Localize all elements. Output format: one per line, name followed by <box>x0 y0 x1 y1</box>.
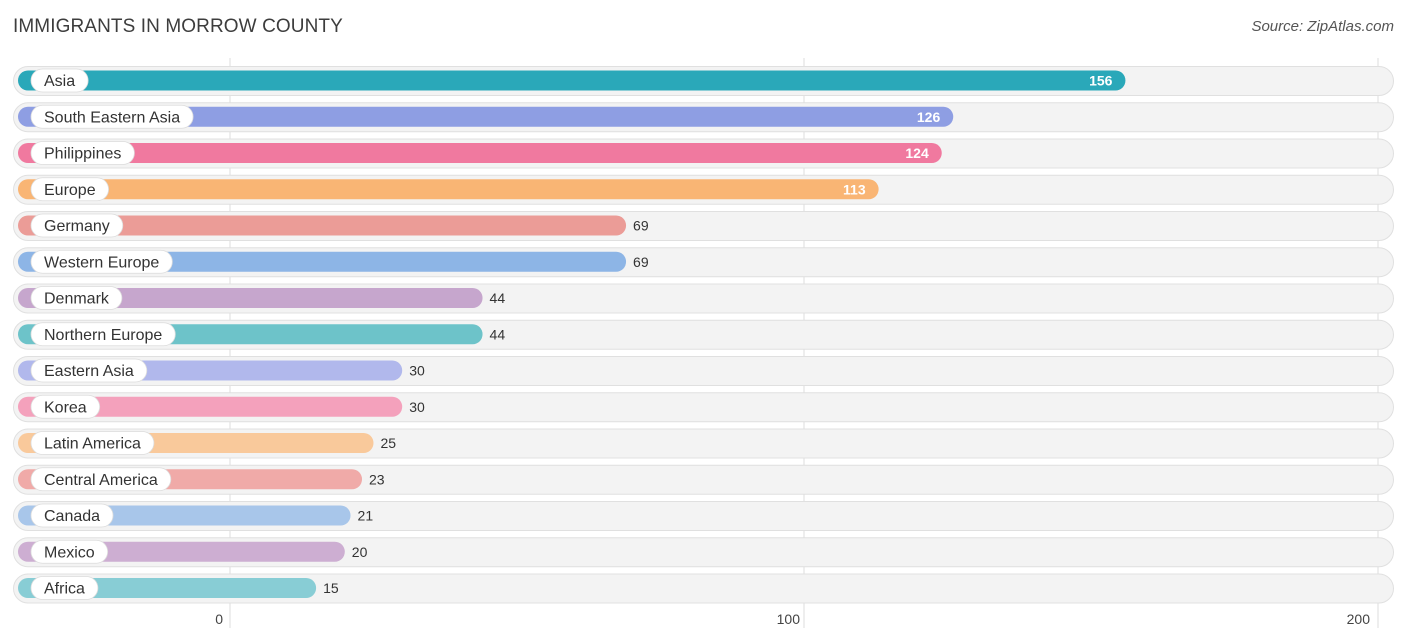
value-label: 113 <box>843 181 866 197</box>
category-label: Latin America <box>44 436 141 453</box>
label-pill <box>30 503 114 528</box>
category-label: Korea <box>44 399 87 416</box>
value-label: 23 <box>369 471 385 487</box>
value-label: 30 <box>409 363 425 379</box>
bar-track <box>13 537 1394 568</box>
value-label: 126 <box>917 109 941 125</box>
label-pill <box>30 467 172 492</box>
value-label: 69 <box>633 218 649 234</box>
label-pill <box>30 213 124 238</box>
category-label: Canada <box>44 508 100 525</box>
label-pill <box>30 104 194 129</box>
label-pill <box>30 431 155 455</box>
label-pill <box>30 539 109 564</box>
bar <box>18 396 403 417</box>
label-pill <box>30 358 148 383</box>
category-label: Mexico <box>44 544 95 561</box>
category-label: Western Europe <box>44 254 159 271</box>
value-label: 25 <box>381 435 397 451</box>
bar <box>18 143 942 163</box>
x-tick-label: 0 <box>215 611 223 627</box>
label-pill <box>30 394 101 419</box>
category-label: Philippines <box>44 146 121 163</box>
bar <box>18 70 1126 91</box>
bar <box>18 179 879 200</box>
value-label: 124 <box>905 145 929 161</box>
value-label: 21 <box>358 508 374 524</box>
value-label: 44 <box>490 290 506 306</box>
label-pill <box>30 286 123 310</box>
category-label: Asia <box>44 73 75 90</box>
category-label: South Eastern Asia <box>44 109 180 126</box>
value-label: 15 <box>323 580 339 596</box>
bar-track <box>13 573 1394 604</box>
bar <box>18 106 954 127</box>
value-label: 69 <box>633 254 649 270</box>
label-pill <box>30 249 173 274</box>
value-label: 30 <box>409 399 425 415</box>
bar-track <box>13 501 1394 531</box>
label-pill <box>30 141 135 165</box>
category-label: Germany <box>44 218 110 235</box>
bar <box>18 215 627 236</box>
x-tick-label: 200 <box>1347 611 1371 627</box>
value-label: 156 <box>1089 73 1113 89</box>
value-label: 20 <box>352 544 368 560</box>
label-pill <box>30 68 89 93</box>
label-pill <box>30 177 109 202</box>
category-label: Central America <box>44 472 158 489</box>
value-label: 44 <box>490 326 506 342</box>
chart-title: IMMIGRANTS IN MORROW COUNTY <box>13 16 343 37</box>
category-label: Eastern Asia <box>44 363 134 380</box>
category-label: Europe <box>44 182 96 199</box>
bar <box>18 288 483 308</box>
x-tick-label: 100 <box>777 611 801 627</box>
category-label: Northern Europe <box>44 327 162 344</box>
category-label: Africa <box>44 581 85 598</box>
label-pill <box>30 576 99 600</box>
label-pill <box>30 322 176 347</box>
source-note: Source: ZipAtlas.com <box>1251 18 1394 35</box>
category-label: Denmark <box>44 291 110 308</box>
